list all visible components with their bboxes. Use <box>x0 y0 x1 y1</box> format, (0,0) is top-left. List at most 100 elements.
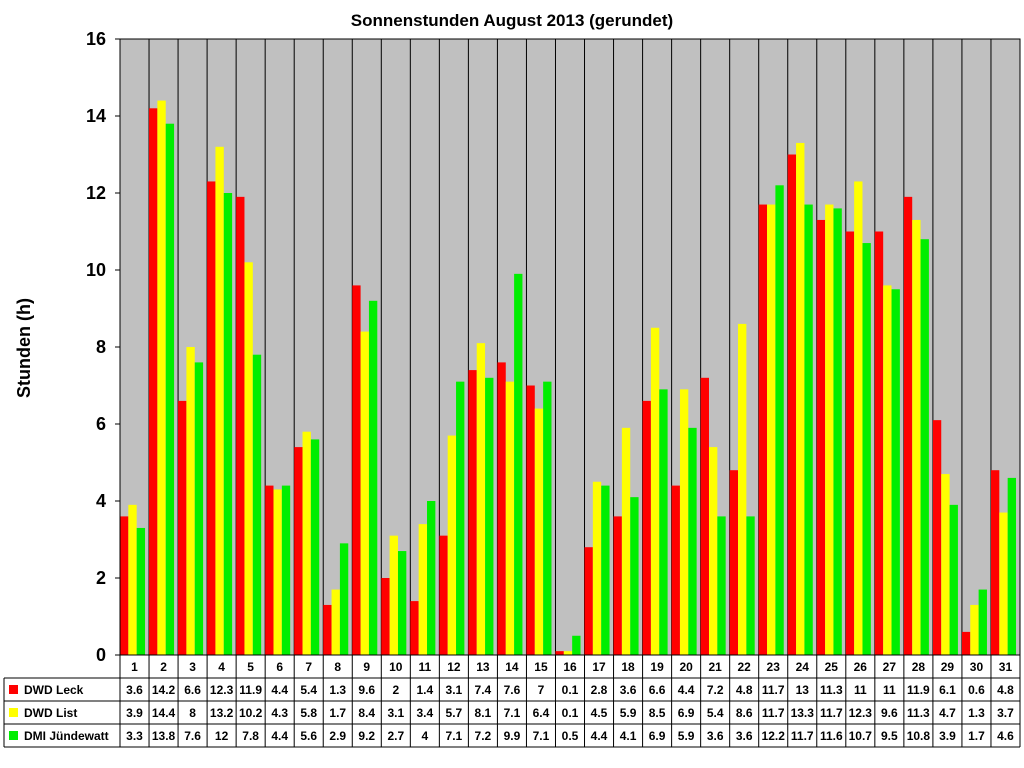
bar-dwd-leck <box>671 485 680 655</box>
bar-dwd-leck <box>236 196 245 655</box>
bar-dwd-leck <box>265 485 274 655</box>
legend-label-dmi-j-ndewatt: DMI Jündewatt <box>24 729 109 743</box>
table-value-dmi-j-ndewatt: 4 <box>421 729 428 743</box>
table-value-dmi-j-ndewatt: 3.6 <box>707 729 724 743</box>
bar-dwd-leck <box>787 154 797 655</box>
table-value-dwd-list: 6.9 <box>678 706 695 720</box>
category-label: 31 <box>999 660 1013 674</box>
table-value-dwd-leck: 3.1 <box>446 683 463 697</box>
table-value-dwd-list: 9.6 <box>881 706 898 720</box>
bar-dwd-list <box>650 327 660 655</box>
category-label: 6 <box>276 660 283 674</box>
category-label: 17 <box>592 660 606 674</box>
category-label: 11 <box>418 660 431 674</box>
bar-dwd-list <box>244 262 253 655</box>
bar-dwd-list <box>186 347 195 655</box>
bar-dwd-list <box>970 604 979 655</box>
category-label: 12 <box>447 660 461 674</box>
bar-dmi-j-ndewatt <box>862 243 871 656</box>
table-value-dwd-list: 13.2 <box>210 706 234 720</box>
table-value-dwd-leck: 1.3 <box>329 683 346 697</box>
category-label: 24 <box>796 660 810 674</box>
table-value-dwd-leck: 11 <box>883 683 896 697</box>
category-label: 23 <box>767 660 781 674</box>
table-value-dmi-j-ndewatt: 5.6 <box>300 729 317 743</box>
table-value-dwd-leck: 0.6 <box>968 683 985 697</box>
bar-dwd-list <box>679 389 689 655</box>
table-value-dwd-list: 1.7 <box>329 706 346 720</box>
bar-dwd-list <box>738 323 747 655</box>
y-tick-label: 16 <box>86 29 106 49</box>
bar-dwd-list <box>883 285 892 655</box>
bar-dwd-list <box>360 331 369 655</box>
table-value-dmi-j-ndewatt: 7.1 <box>533 729 550 743</box>
table-value-dwd-list: 11.7 <box>762 706 785 720</box>
table-value-dwd-list: 8 <box>189 706 196 720</box>
table-value-dwd-list: 3.7 <box>997 706 1014 720</box>
table-value-dwd-leck: 13 <box>796 683 810 697</box>
table-value-dmi-j-ndewatt: 3.9 <box>939 729 956 743</box>
table-value-dwd-list: 8.5 <box>649 706 666 720</box>
table-value-dmi-j-ndewatt: 10.8 <box>907 729 931 743</box>
table-value-dwd-list: 3.9 <box>126 706 143 720</box>
table-value-dwd-leck: 11.9 <box>907 683 930 697</box>
table-value-dwd-leck: 11.3 <box>820 683 843 697</box>
category-label: 1 <box>131 660 138 674</box>
bar-dwd-leck <box>642 400 651 655</box>
table-value-dwd-leck: 3.6 <box>126 683 143 697</box>
bar-dwd-list <box>912 219 921 655</box>
table-value-dwd-list: 10.2 <box>239 706 263 720</box>
bar-dmi-j-ndewatt <box>368 300 378 655</box>
bar-dmi-j-ndewatt <box>194 362 204 655</box>
bar-dwd-list <box>708 447 718 655</box>
table-value-dmi-j-ndewatt: 13.8 <box>152 729 176 743</box>
table-value-dmi-j-ndewatt: 0.5 <box>562 729 579 743</box>
bar-dwd-leck <box>120 516 129 655</box>
table-value-dmi-j-ndewatt: 7.8 <box>242 729 259 743</box>
table-value-dmi-j-ndewatt: 9.9 <box>504 729 521 743</box>
bar-dwd-list <box>418 524 428 655</box>
table-value-dwd-leck: 4.4 <box>271 683 288 697</box>
bar-dwd-leck <box>149 108 158 656</box>
table-value-dwd-list: 4.3 <box>271 706 288 720</box>
table-value-dmi-j-ndewatt: 11.6 <box>820 729 843 743</box>
table-value-dwd-list: 14.4 <box>152 706 176 720</box>
table-value-dwd-list: 8.1 <box>475 706 492 720</box>
bar-dwd-leck <box>410 601 419 655</box>
table-value-dwd-leck: 11.9 <box>239 683 262 697</box>
table-value-dwd-list: 5.4 <box>707 706 724 720</box>
bar-dwd-list <box>592 481 602 655</box>
bar-dmi-j-ndewatt <box>630 497 639 655</box>
table-value-dmi-j-ndewatt: 11.7 <box>791 729 814 743</box>
table-value-dwd-list: 4.7 <box>939 706 956 720</box>
y-tick-label: 14 <box>86 106 106 126</box>
bar-dwd-list <box>157 100 166 656</box>
table-value-dwd-leck: 4.4 <box>678 683 695 697</box>
category-label: 18 <box>621 660 635 674</box>
table-value-dwd-leck: 6.6 <box>184 683 201 697</box>
bar-dwd-leck <box>613 516 622 655</box>
category-label: 9 <box>363 660 370 674</box>
table-value-dmi-j-ndewatt: 7.1 <box>446 729 463 743</box>
category-label: 14 <box>505 660 519 674</box>
category-label: 3 <box>189 660 196 674</box>
bar-dmi-j-ndewatt <box>543 381 552 655</box>
bar-dmi-j-ndewatt <box>136 527 146 655</box>
bar-dmi-j-ndewatt <box>920 239 929 655</box>
bar-dmi-j-ndewatt <box>427 501 436 655</box>
bar-dwd-leck <box>758 204 768 656</box>
table-value-dmi-j-ndewatt: 4.1 <box>620 729 637 743</box>
category-label: 29 <box>941 660 955 674</box>
table-value-dwd-leck: 2.8 <box>591 683 608 697</box>
table-value-dmi-j-ndewatt: 9.2 <box>358 729 375 743</box>
bar-dmi-j-ndewatt <box>659 389 668 655</box>
y-axis-label: Stunden (h) <box>14 298 34 398</box>
bar-dwd-leck <box>381 578 390 655</box>
bar-dwd-list <box>825 204 834 656</box>
category-label: 13 <box>476 660 490 674</box>
bar-dmi-j-ndewatt <box>833 208 842 655</box>
bar-dwd-leck <box>497 362 506 655</box>
